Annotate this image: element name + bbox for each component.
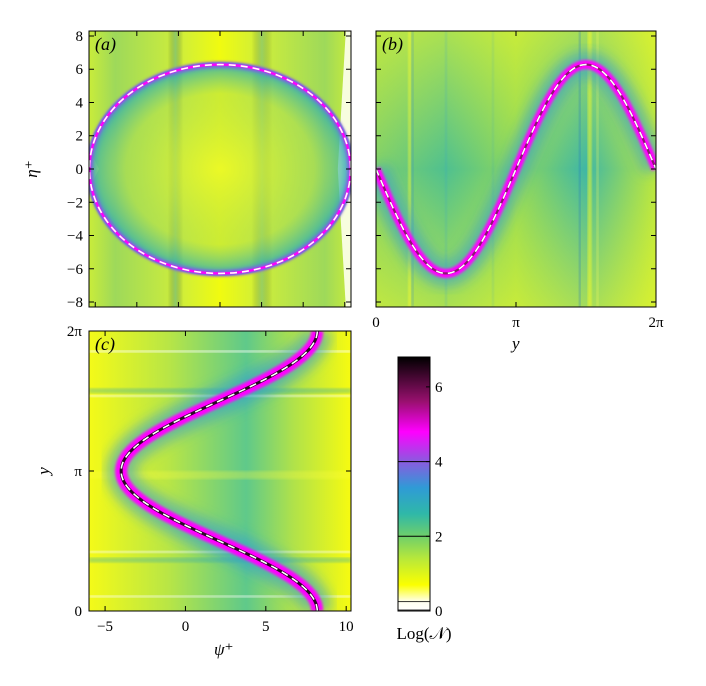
panel-b-x-tick-label: 2π	[648, 315, 664, 331]
panel-a-y-tick-label: 0	[76, 162, 84, 178]
panel-a-x-ticks	[94, 31, 346, 307]
panel-b-label: (b)	[382, 34, 403, 55]
panel-b-x-tick-label: π	[512, 315, 520, 331]
panel-c-y-axis-label: y	[34, 467, 53, 477]
colorbar-ticks: 0 2 4 6	[426, 380, 443, 620]
panel-c-x-tick-label: 5	[262, 619, 270, 635]
panel-c-curve-core	[119, 331, 319, 611]
panel-b: 0 π 2π (b) y	[372, 30, 664, 353]
panel-c-y-tick-label: π	[74, 464, 82, 480]
colorbar-tick-label: 2	[435, 529, 443, 545]
panel-c-heatmap	[89, 331, 351, 611]
colorbar-tick-label: 6	[435, 380, 443, 396]
colorbar-tick-label: 4	[435, 455, 443, 471]
panel-c-y-tick-label: 2π	[67, 324, 83, 340]
panel-a-y-tick-label: 6	[76, 62, 84, 78]
panel-b-stripe	[491, 31, 494, 307]
panel-c-label: (c)	[95, 334, 115, 355]
panel-b-stripe	[587, 31, 592, 307]
panel-a-label: (a)	[95, 34, 116, 55]
panel-b-stripe	[578, 31, 581, 307]
panel-a-y-tick-label: −8	[67, 295, 83, 311]
panel-c-y-tick-label: 0	[75, 604, 83, 620]
colorbar: 0 2 4 6 Log(𝒩)	[397, 356, 452, 643]
panel-b-stripes	[408, 31, 599, 307]
panel-a-y-tick-label: −2	[67, 195, 83, 211]
panel-a-y-tick-label: 4	[76, 95, 84, 111]
panel-a-ring-field	[89, 61, 351, 277]
panel-a-y-tick-label: −6	[67, 262, 83, 278]
panel-c-x-axis-label: ψ⁺	[214, 640, 234, 659]
panel-a-y-axis-label: η⁺	[22, 160, 41, 177]
panel-b-x-ticks: 0 π 2π	[372, 31, 664, 331]
panel-b-stripe	[408, 31, 412, 307]
panel-c-x-ticks: −5 0 5 10	[97, 331, 354, 635]
panel-a-y-tick-label: −4	[67, 229, 83, 245]
panel-a-y-tick-label: 8	[76, 29, 84, 45]
colorbar-tick-label: 0	[435, 604, 443, 620]
panel-c-stripe	[89, 350, 351, 353]
panel-b-x-axis-label: y	[510, 334, 520, 353]
panel-b-stripe	[411, 31, 414, 307]
panel-b-stripe	[445, 31, 448, 307]
panel-b-overlay-curve	[376, 63, 656, 275]
panel-a-y-tick-label: 2	[76, 129, 84, 145]
panel-b-stripe	[596, 31, 599, 307]
panel-b-heatmap	[376, 31, 656, 307]
panel-b-y-ticks	[376, 35, 656, 303]
panel-c-stripe	[89, 595, 351, 598]
panel-a-y-ticks: −8 −6 −4 −2 0 2 4 6 8	[67, 29, 351, 311]
panel-c-stripe	[89, 471, 351, 480]
panel-c-stripe	[89, 557, 351, 563]
panel-c: −5 0 5 10 0 π 2π (c) ψ⁺ y	[34, 324, 354, 659]
panel-c-x-tick-label: −5	[97, 619, 113, 635]
panel-b-x-tick-label: 0	[372, 315, 380, 331]
panel-c-x-tick-label: 10	[339, 619, 354, 635]
panel-a: −8 −6 −4 −2 0 2 4 6 8 (a) η⁺	[22, 29, 352, 311]
colorbar-frame	[397, 356, 431, 612]
panel-c-x-tick-label: 0	[182, 619, 190, 635]
panel-a-heatmap	[89, 31, 351, 307]
colorbar-label: Log(𝒩)	[397, 624, 452, 643]
panel-c-y-ticks: 0 π 2π	[67, 324, 351, 620]
colorbar-gradient	[398, 357, 430, 611]
